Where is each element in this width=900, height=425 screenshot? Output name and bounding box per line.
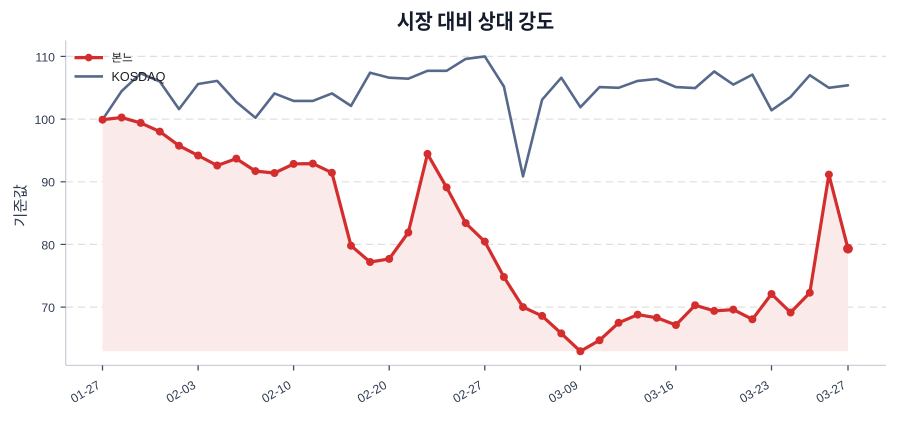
- svg-text:70: 70: [41, 301, 55, 315]
- svg-text:90: 90: [41, 176, 55, 190]
- svg-text:80: 80: [41, 238, 55, 252]
- svg-text:110: 110: [35, 50, 55, 64]
- svg-text:KOSDAQ: KOSDAQ: [112, 70, 166, 84]
- svg-text:100: 100: [34, 113, 55, 127]
